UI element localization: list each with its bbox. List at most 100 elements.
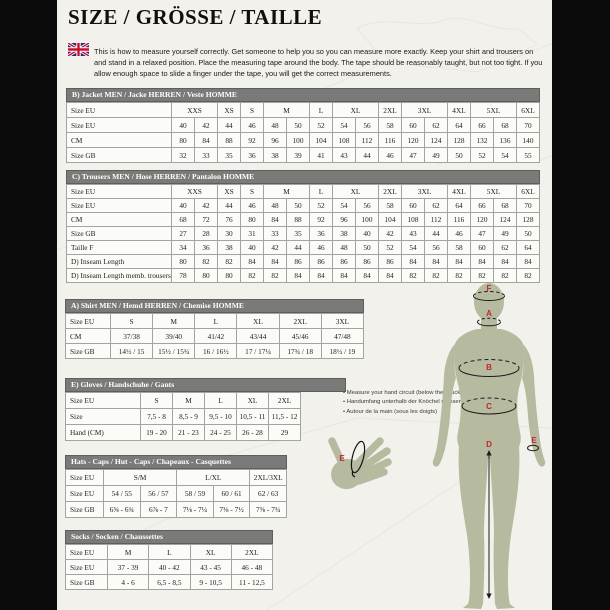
size-cell: 43/44: [236, 328, 280, 344]
size-cell: 70: [516, 117, 540, 133]
size-cell: 37/38: [109, 328, 154, 344]
table-row: Size EU 40 42 44 46 48 50 52 54 56 58 60 62 64 66 68 70: [66, 117, 540, 133]
table-row: Size EU S M L XL 2XL 3XL: [65, 313, 365, 329]
size-cell: 100: [286, 132, 310, 148]
size-cell: 84: [263, 212, 287, 227]
size-cell: 37 - 39: [106, 559, 150, 575]
size-cell: 82: [424, 268, 448, 283]
size-cell: 36: [194, 240, 218, 255]
size-cell: 28: [194, 226, 218, 241]
size-cell: L: [148, 544, 191, 560]
waist-tape: [461, 405, 517, 415]
size-cell: 49: [493, 226, 517, 241]
jacket-table-title: B) Jacket MEN / Jacke HERREN / Veste HOM…: [66, 88, 540, 102]
row-label: CM: [65, 328, 111, 344]
size-cell: XXS: [171, 102, 218, 118]
size-cell: 124: [424, 132, 448, 148]
size-cell: 82: [470, 268, 494, 283]
table-row: Size EU XXS XS S M L XL 2XL 3XL 4XL 5XL 6XL: [66, 102, 540, 118]
size-cell: 96: [263, 132, 287, 148]
size-cell: 112: [424, 212, 448, 227]
size-cell: 88: [286, 212, 310, 227]
size-cell: 46 - 48: [230, 559, 274, 575]
hand-illustration: [328, 437, 392, 490]
size-cell: 42: [263, 240, 287, 255]
size-cell: 56: [355, 117, 379, 133]
size-cell: 24 - 25: [204, 424, 237, 441]
size-cell: 6XL: [516, 184, 540, 199]
size-cell: 40: [171, 117, 195, 133]
jacket-table: Size EU XXS XS S M L XL 2XL 3XL 4XL 5XL 6XL Size EU 4…: [66, 102, 540, 163]
size-cell: 14½ / 15: [109, 343, 154, 359]
size-cell: 56: [424, 240, 448, 255]
size-cell: M: [152, 313, 196, 329]
row-label: Size EU: [65, 392, 141, 409]
label-inseam: D: [486, 440, 492, 449]
size-cell: 104: [309, 132, 333, 148]
size-cell: 84: [401, 254, 425, 269]
size-cell: 116: [378, 132, 402, 148]
size-cell: 38: [332, 226, 356, 241]
shirt-table: Size EU S M L XL 2XL 3XL CM 37/38 39/40 41/42 43/44…: [65, 313, 365, 359]
size-cell: 4XL: [447, 184, 471, 199]
size-cell: 62: [424, 198, 448, 213]
hand-measure-loop: [350, 440, 366, 478]
size-cell: 40: [240, 240, 264, 255]
size-cell: 52: [309, 117, 333, 133]
size-cell: S/M: [102, 469, 178, 486]
size-cell: 80: [171, 132, 195, 148]
table-row: Size EU 54 / 55 56 / 57 58 / 59 60 / 61 62 / …: [65, 485, 287, 502]
size-cell: 42: [194, 198, 218, 213]
size-cell: XL: [332, 102, 379, 118]
size-cell: 60: [401, 198, 425, 213]
size-cell: 50: [355, 240, 379, 255]
size-cell: 60: [470, 240, 494, 255]
head-tape: [473, 295, 505, 301]
size-cell: 47: [470, 226, 494, 241]
trousers-table-section: C) Trousers MEN / Hose HERREN / Pantalon…: [66, 170, 540, 283]
size-cell: 2XL/3XL: [249, 469, 287, 486]
size-cell: 84: [424, 254, 448, 269]
row-label: Size EU: [65, 313, 111, 329]
size-cell: 50: [516, 226, 540, 241]
size-cell: 72: [194, 212, 218, 227]
size-cell: 3XL: [401, 184, 448, 199]
chest-tape: [458, 367, 520, 377]
size-cell: 86: [378, 254, 402, 269]
size-cell: 82: [401, 268, 425, 283]
size-cell: 43 - 45: [189, 559, 232, 575]
size-cell: 5XL: [470, 102, 517, 118]
size-cell: 84: [240, 254, 264, 269]
size-cell: 66: [470, 198, 494, 213]
table-row: Taille F 34 36 38 40 42 44 46 48 50 52 54 56 58 60 62 64: [66, 240, 540, 255]
size-cell: 84: [493, 254, 517, 269]
size-cell: 52: [309, 198, 333, 213]
size-cell: 21 - 23: [172, 424, 205, 441]
size-cell: 15½ / 15¾: [152, 343, 196, 359]
size-cell: 80: [171, 254, 195, 269]
label-neck: A: [486, 309, 492, 318]
size-cell: S: [240, 102, 264, 118]
size-cell: 43: [332, 147, 356, 163]
size-cell: 84: [332, 268, 356, 283]
size-cell: 84: [516, 254, 540, 269]
size-cell: 35: [286, 226, 310, 241]
table-row: Size EU M L XL 2XL: [65, 544, 274, 560]
size-cell: 48: [263, 117, 287, 133]
size-cell: XS: [217, 184, 241, 199]
size-cell: 46: [447, 226, 471, 241]
note-line: • Handumfang unterhalb der Knöchel messe…: [343, 399, 464, 406]
size-cell: 84: [286, 268, 310, 283]
size-cell: 116: [447, 212, 471, 227]
table-row: D) Inseam Length 80 82 82 84 84 86 86 86 86 86 84 84…: [66, 254, 540, 269]
size-cell: 2XL: [278, 313, 322, 329]
size-cell: 82: [493, 268, 517, 283]
row-label: Size GB: [65, 501, 104, 518]
body-silhouette: [432, 283, 546, 609]
size-cell: 82: [516, 268, 540, 283]
size-cell: 54 / 55: [103, 485, 141, 502]
size-cell: 2XL: [230, 544, 274, 560]
size-cell: 8,5 - 9: [172, 408, 205, 425]
size-cell: L: [309, 102, 333, 118]
row-label: Taille F: [66, 240, 172, 255]
